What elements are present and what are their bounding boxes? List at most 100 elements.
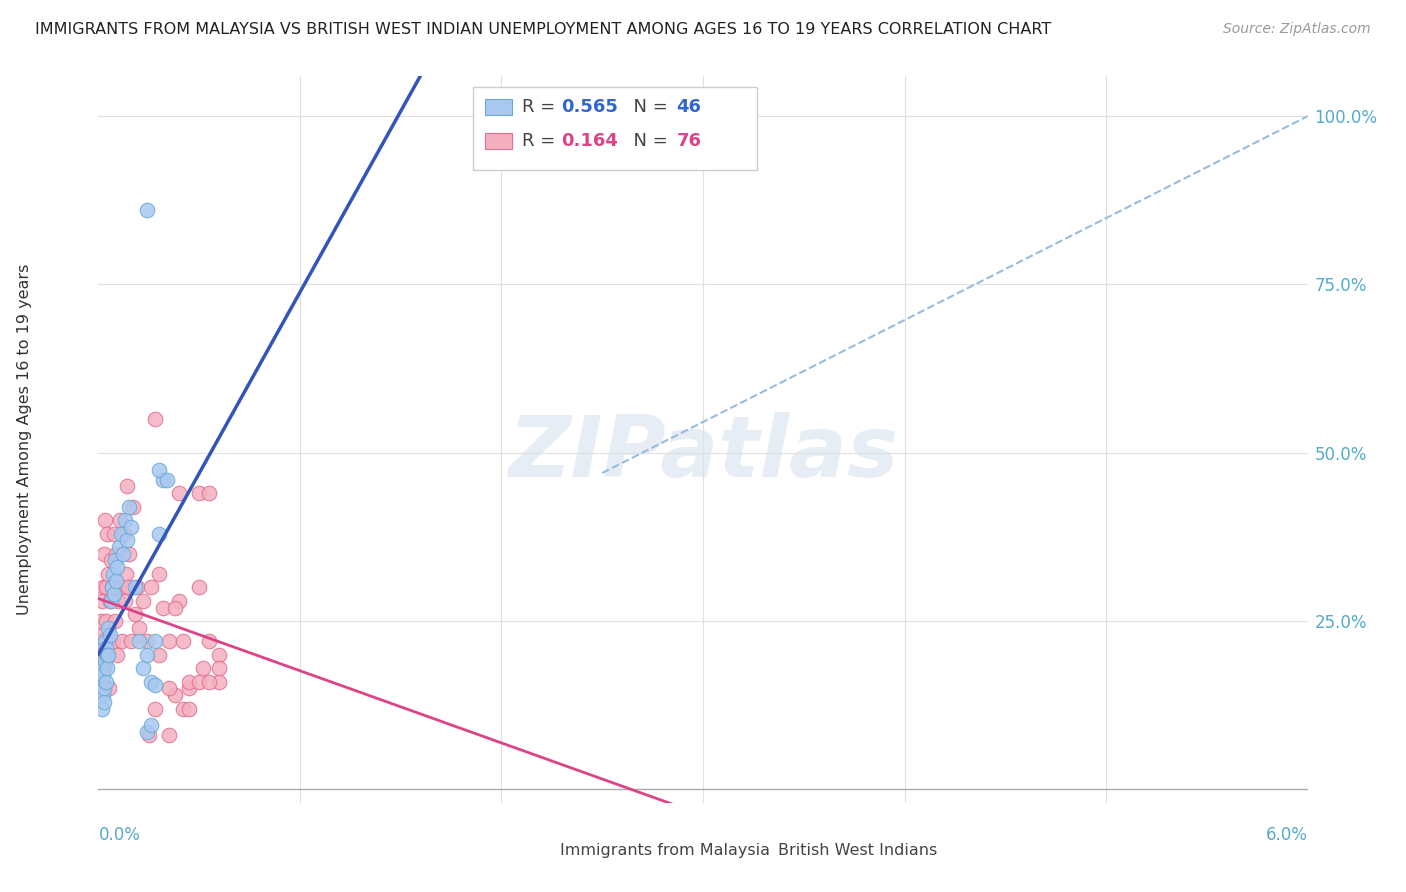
Point	[96, 640, 118, 655]
Point	[98, 627, 121, 641]
Point	[89, 684, 111, 698]
Point	[89, 634, 111, 648]
Point	[143, 678, 166, 692]
Point	[139, 674, 162, 689]
Point	[91, 688, 114, 702]
Point	[138, 729, 160, 743]
Point	[103, 526, 125, 541]
Point	[163, 688, 186, 702]
Point	[101, 634, 124, 648]
Text: ZIPatlas: ZIPatlas	[508, 412, 898, 495]
Point	[94, 634, 117, 648]
Point	[157, 681, 180, 696]
Point	[98, 594, 121, 608]
Point	[89, 661, 111, 675]
Point	[93, 695, 115, 709]
Point	[114, 513, 136, 527]
Point	[120, 520, 142, 534]
Point	[125, 581, 148, 595]
Point	[193, 661, 215, 675]
Point	[157, 634, 180, 648]
Text: Source: ZipAtlas.com: Source: ZipAtlas.com	[1223, 22, 1371, 37]
Point	[198, 486, 221, 500]
Point	[97, 681, 120, 696]
Point	[143, 634, 166, 648]
Point	[90, 614, 112, 628]
Point	[97, 648, 120, 662]
Point	[135, 634, 157, 648]
Point	[167, 594, 190, 608]
Point	[96, 581, 118, 595]
Point	[124, 607, 146, 622]
Text: R =: R =	[522, 132, 561, 150]
Point	[143, 412, 166, 426]
Point	[93, 581, 115, 595]
Point	[94, 674, 117, 689]
Point	[188, 486, 211, 500]
Point	[105, 560, 128, 574]
Point	[132, 661, 155, 675]
Text: British West Indians: British West Indians	[778, 843, 938, 857]
Point	[100, 581, 122, 595]
Point	[94, 634, 117, 648]
Text: Immigrants from Malaysia: Immigrants from Malaysia	[561, 843, 770, 857]
Point	[103, 553, 125, 567]
Point	[208, 674, 231, 689]
Point	[89, 655, 111, 669]
Point	[156, 473, 179, 487]
Text: N =: N =	[621, 98, 673, 116]
FancyBboxPatch shape	[485, 133, 512, 149]
Point	[97, 566, 120, 581]
Point	[100, 594, 122, 608]
Point	[179, 674, 201, 689]
Point	[128, 634, 150, 648]
Point	[94, 513, 117, 527]
Point	[198, 634, 221, 648]
Point	[148, 648, 170, 662]
Point	[188, 674, 211, 689]
Text: R =: R =	[522, 98, 561, 116]
Point	[124, 581, 146, 595]
Point	[107, 581, 129, 595]
FancyBboxPatch shape	[485, 99, 512, 115]
Point	[93, 661, 115, 675]
Point	[97, 621, 120, 635]
Point	[111, 547, 134, 561]
Point	[103, 614, 125, 628]
Text: 46: 46	[676, 98, 702, 116]
Point	[101, 566, 124, 581]
Text: 0.164: 0.164	[561, 132, 619, 150]
Point	[135, 203, 157, 218]
Point	[163, 600, 186, 615]
Point	[91, 648, 114, 662]
Point	[208, 661, 231, 675]
Point	[157, 729, 180, 743]
Point	[115, 479, 138, 493]
Point	[152, 600, 174, 615]
Point	[107, 540, 129, 554]
Point	[96, 648, 118, 662]
Point	[117, 581, 139, 595]
Point	[94, 614, 117, 628]
Point	[114, 566, 136, 581]
Point	[139, 581, 162, 595]
Text: 76: 76	[676, 132, 702, 150]
Point	[104, 547, 127, 561]
Point	[188, 581, 211, 595]
Point	[114, 594, 136, 608]
Point	[120, 634, 142, 648]
FancyBboxPatch shape	[745, 843, 772, 859]
Point	[118, 500, 141, 514]
Point	[103, 587, 125, 601]
Point	[148, 462, 170, 476]
Point	[121, 500, 143, 514]
Point	[107, 594, 129, 608]
Point	[118, 547, 141, 561]
Point	[96, 526, 118, 541]
Point	[208, 648, 231, 662]
Text: N =: N =	[621, 132, 673, 150]
Point	[108, 513, 131, 527]
Point	[93, 547, 115, 561]
Point	[91, 701, 114, 715]
Point	[115, 533, 138, 548]
